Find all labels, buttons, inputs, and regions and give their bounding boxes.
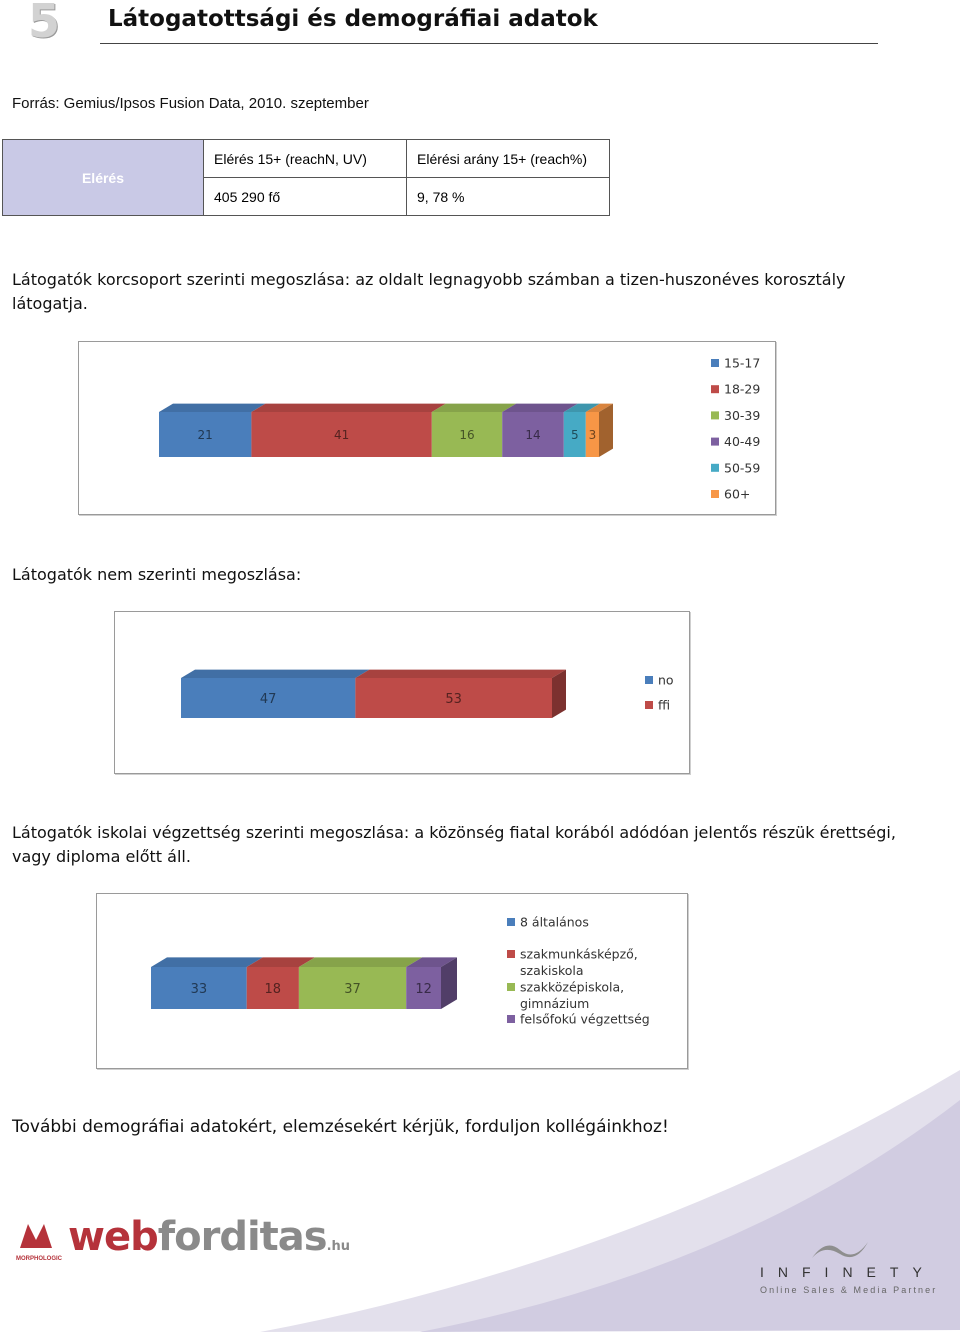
title-divider [100, 43, 878, 44]
page-title: Látogatottsági és demográfiai adatok [108, 6, 598, 32]
infinety-tagline: Online Sales & Media Partner [760, 1285, 938, 1295]
legend-label-0-3: 40-49 [724, 434, 760, 449]
legend-label-2-1: szakmunkásképző, szakiskola [520, 947, 638, 979]
legend-label-2-0: 8 általános [520, 915, 589, 930]
bar-label-0-3: 14 [525, 428, 540, 442]
education-chart: 33 18 37 12 8 általános szakmunkásképző, szaki… [96, 893, 688, 1069]
bar-top-2-2 [298, 957, 423, 967]
bar-label-2-0: 33 [191, 982, 208, 997]
closing-text: További demográfiai adatokért, elemzések… [12, 1117, 669, 1137]
webforditas-logo-part2: forditas [157, 1214, 328, 1260]
gender-chart: 47 53 no ffi [114, 611, 690, 774]
age-chart: 21 41 16 14 5 3 15-17 18-29 30-39 40-49 50-59 60+ [78, 341, 776, 515]
page-number: 5 [28, 0, 61, 48]
legend-label-0-5: 60+ [724, 487, 750, 502]
bar-segment-2-3 [406, 967, 441, 1009]
age-chart-svg: 21 41 16 14 5 3 15-17 18-29 30-39 40-49 50-59 60+ [159, 356, 760, 502]
bar-top-0-2 [431, 403, 517, 412]
legend-swatch-2-3 [507, 1015, 515, 1023]
bar-side-1 [552, 669, 566, 718]
legend-label-2-3: felsőfokú végzettség [520, 1012, 650, 1027]
education-chart-svg: 33 18 37 12 8 általános szakmunkásképző, szaki… [151, 915, 650, 1027]
source-line: Forrás: Gemius/Ipsos Fusion Data, 2010. … [12, 95, 369, 112]
morphologic-logo-icon [20, 1224, 52, 1248]
bar-segment-0-0 [159, 412, 252, 457]
bar-segment-1-0 [181, 678, 356, 718]
reach-header-n: Elérés 15+ (reachN, UV) [203, 139, 407, 178]
legend-swatch-0-4 [711, 463, 719, 472]
legend-swatch-1-0 [645, 676, 653, 684]
bar-segment-0-5 [585, 412, 599, 457]
reach-header-pct: Elérési arány 15+ (reach%) [406, 139, 610, 178]
bar-segment-0-3 [502, 412, 564, 457]
legend-swatch-0-3 [711, 437, 719, 446]
bar-label-0-5: 3 [589, 428, 597, 442]
bar-label-1-1: 53 [445, 692, 462, 707]
bar-segment-2-1 [246, 967, 299, 1009]
webforditas-logo: webforditas.hu [68, 1214, 350, 1260]
bar-segment-0-4 [563, 412, 586, 457]
bar-top-1-1 [355, 669, 566, 678]
legend-swatch-2-2 [507, 983, 515, 991]
legend-label-1-0: no [658, 673, 674, 688]
bar-side-2 [441, 957, 457, 1009]
legend-label-0-4: 50-59 [724, 460, 760, 475]
bar-side-0 [599, 403, 613, 457]
webforditas-logo-part1: web [68, 1214, 159, 1260]
bar-label-2-3: 12 [415, 982, 432, 997]
bar-label-0-1: 41 [334, 428, 349, 442]
bar-top-0-5 [585, 403, 613, 412]
bar-top-2-1 [246, 957, 315, 967]
decorative-swoosh [260, 1070, 960, 1332]
infinety-logo-icon [812, 1242, 868, 1258]
bar-top-0-3 [502, 403, 578, 412]
bar-label-0-2: 16 [459, 428, 474, 442]
bar-label-2-2: 37 [344, 982, 361, 997]
bar-label-2-1: 18 [265, 982, 282, 997]
reach-table: Elérés Elérés 15+ (reachN, UV) Elérési a… [2, 139, 610, 216]
legend-label-1-1: ffi [658, 698, 670, 713]
legend-label-0-2: 30-39 [724, 408, 760, 423]
bar-segment-2-0 [151, 967, 247, 1009]
legend-label-0-0: 15-17 [724, 356, 760, 371]
bar-segment-0-1 [251, 412, 432, 457]
morphologic-logo-text: MORPHOLOGIC [16, 1256, 62, 1262]
legend-swatch-1-1 [645, 701, 653, 709]
legend-swatch-2-0 [507, 918, 515, 926]
legend-swatch-0-5 [711, 490, 719, 498]
legend-label-2-2: szakközépiskola, gimnázium [520, 980, 624, 1012]
bar-segment-2-2 [298, 967, 407, 1009]
reach-value-n: 405 290 fő [203, 177, 407, 216]
bar-label-0-0: 21 [198, 428, 213, 442]
reach-row-label: Elérés [2, 139, 204, 216]
bar-segment-0-2 [431, 412, 503, 457]
gender-chart-svg: 47 53 no ffi [181, 669, 674, 718]
infinety-logo-text: INFINETY [760, 1264, 936, 1280]
legend-swatch-2-1 [507, 950, 515, 958]
bar-top-0-4 [563, 403, 600, 412]
bar-top-0-1 [251, 403, 446, 412]
education-description: Látogatók iskolai végzettség szerinti me… [12, 823, 896, 866]
bar-top-2-3 [406, 957, 457, 967]
bar-top-2-0 [151, 957, 263, 967]
bar-segment-1-1 [355, 678, 552, 718]
legend-swatch-0-2 [711, 411, 719, 420]
legend-swatch-0-1 [711, 385, 719, 394]
age-description: Látogatók korcsoport szerinti megoszlása… [12, 270, 846, 313]
bar-label-1-0: 47 [260, 692, 277, 707]
bar-top-0-0 [159, 403, 266, 412]
gender-description: Látogatók nem szerinti megoszlása: [12, 565, 302, 584]
legend-swatch-0-0 [711, 359, 719, 367]
bar-top-1-0 [181, 669, 370, 678]
reach-value-pct: 9, 78 % [406, 177, 610, 216]
bar-label-0-4: 5 [571, 428, 579, 442]
webforditas-logo-tld: .hu [326, 1239, 351, 1254]
legend-label-0-1: 18-29 [724, 382, 760, 397]
